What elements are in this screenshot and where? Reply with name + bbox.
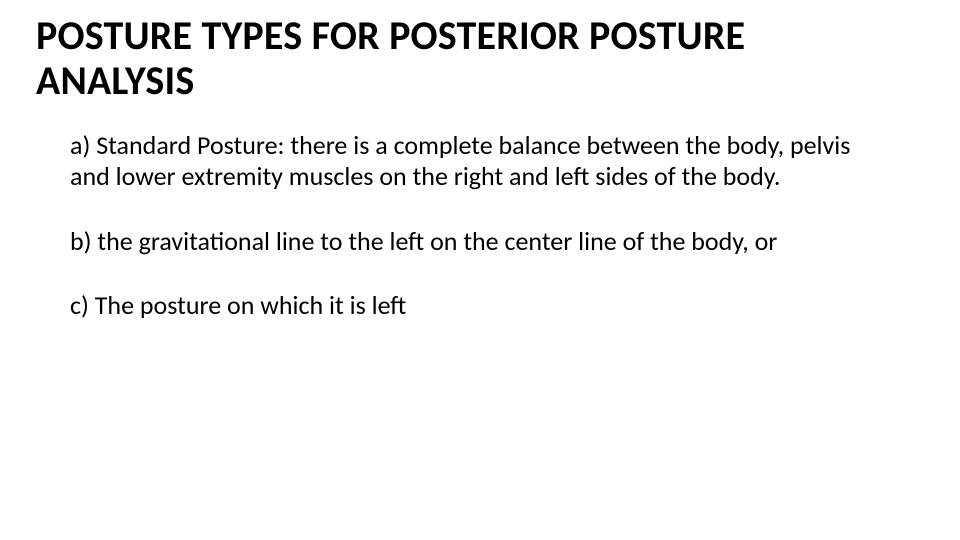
slide: POSTURE TYPES FOR POSTERIOR POSTURE ANAL…: [0, 0, 960, 540]
paragraph-gap: [70, 257, 892, 290]
slide-title: POSTURE TYPES FOR POSTERIOR POSTURE ANAL…: [36, 14, 912, 104]
paragraph-b: b) the gravitational line to the left on…: [70, 226, 892, 258]
paragraph-c: c) The posture on which it is left: [70, 290, 892, 322]
paragraph-gap: [70, 193, 892, 226]
paragraph-a: a) Standard Posture: there is a complete…: [70, 130, 892, 193]
slide-body: a) Standard Posture: there is a complete…: [36, 130, 912, 322]
